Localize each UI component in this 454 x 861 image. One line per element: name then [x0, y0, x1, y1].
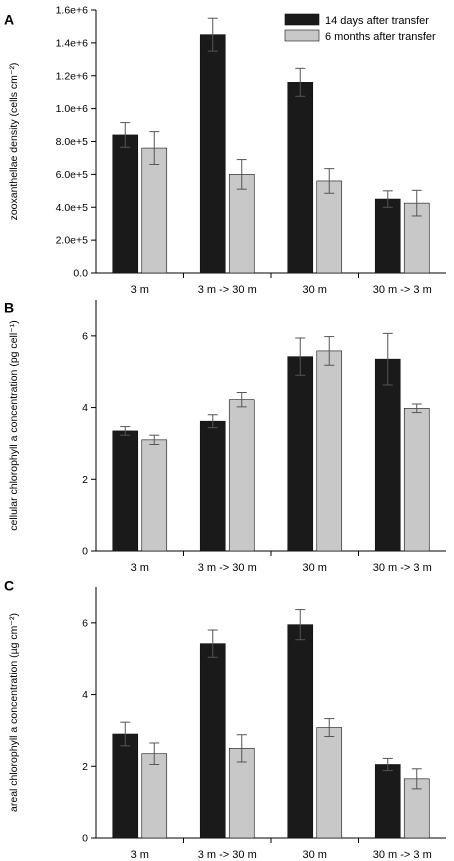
legend-swatch: [284, 13, 320, 26]
x-category-label: 30 m -> 3 m: [373, 562, 432, 574]
y-tick-label: 4: [82, 689, 88, 701]
x-category-label: 3 m: [131, 562, 149, 574]
x-category-label: 30 m: [303, 849, 327, 861]
x-category-label: 3 m -> 30 m: [198, 284, 257, 296]
bar-6-months: [141, 439, 168, 552]
x-category-label: 30 m: [303, 562, 327, 574]
bar-14-days: [374, 764, 401, 839]
chart-panel-c: C 0 2 4 6 areal chlorophyll a concentration (…: [4, 577, 446, 861]
bar-6-months: [403, 407, 430, 552]
bar-6-months: [141, 147, 168, 274]
y-tick-label: 2: [82, 761, 88, 773]
x-category-label: 3 m: [131, 284, 149, 296]
bar-6-months: [228, 174, 255, 274]
y-axis-title: areal chlorophyll a concentration (µg cm…: [8, 613, 20, 812]
bar-6-months: [316, 350, 343, 552]
y-tick-label: 1.0e+6: [56, 103, 89, 115]
bar-14-days: [112, 134, 139, 274]
x-category-label: 30 m -> 3 m: [373, 849, 432, 861]
bar-14-days: [199, 34, 226, 274]
y-tick-label: 0.0: [73, 268, 88, 280]
bar-6-months: [228, 748, 255, 839]
bar-14-days: [112, 430, 139, 552]
chart-panel-b: B 0 2 4 6 cellular chlorophyll a concentratio…: [4, 299, 446, 574]
y-tick-label: 6: [82, 330, 88, 342]
y-tick-label: 0: [82, 833, 88, 845]
bar-14-days: [112, 733, 139, 839]
bar-14-days: [374, 358, 401, 552]
bar-6-months: [141, 753, 168, 839]
bar-14-days: [287, 624, 314, 839]
y-tick-label: 6.0e+5: [56, 169, 89, 181]
y-tick-label: 6: [82, 617, 88, 629]
y-tick-label: 0: [82, 546, 88, 558]
bar-14-days: [199, 643, 226, 839]
bar-14-days: [287, 82, 314, 274]
y-tick-label: 1.4e+6: [56, 37, 89, 49]
y-tick-label: 8.0e+5: [56, 136, 89, 148]
y-axis-title: zooxanthellae density (cells cm⁻²): [8, 63, 20, 221]
y-tick-label: 2: [82, 474, 88, 486]
x-category-label: 30 m -> 3 m: [373, 284, 432, 296]
chart-panel-a: A 0.0 2.0e+5 4.0e+5 6.0e+5 8.0e+5 1.0e+6 1.2e+6…: [4, 5, 446, 296]
panel-letter: C: [4, 577, 14, 593]
legend-label: 14 days after transfer: [325, 15, 429, 27]
bar-6-months: [228, 399, 255, 552]
x-category-label: 3 m -> 30 m: [198, 562, 257, 574]
x-category-label: 3 m -> 30 m: [198, 849, 257, 861]
y-tick-label: 2.0e+5: [56, 235, 89, 247]
legend-swatch: [284, 29, 320, 42]
y-tick-label: 4: [82, 402, 88, 414]
panel-letter: B: [4, 299, 14, 315]
legend-label: 6 months after transfer: [325, 31, 436, 43]
panel-letter: A: [4, 11, 14, 27]
y-tick-label: 1.6e+6: [56, 5, 89, 17]
x-category-label: 3 m: [131, 849, 149, 861]
bar-14-days: [199, 420, 226, 552]
legend: 14 days after transfer 6 months after tra…: [284, 13, 436, 43]
y-tick-label: 4.0e+5: [56, 202, 89, 214]
bar-14-days: [287, 356, 314, 552]
bar-6-months: [316, 180, 343, 274]
bar-6-months: [316, 727, 343, 839]
y-tick-label: 1.2e+6: [56, 70, 89, 82]
x-category-label: 30 m: [303, 284, 327, 296]
y-axis-title: cellular chlorophyll a concentration (pg…: [8, 320, 20, 530]
bar-14-days: [374, 198, 401, 274]
